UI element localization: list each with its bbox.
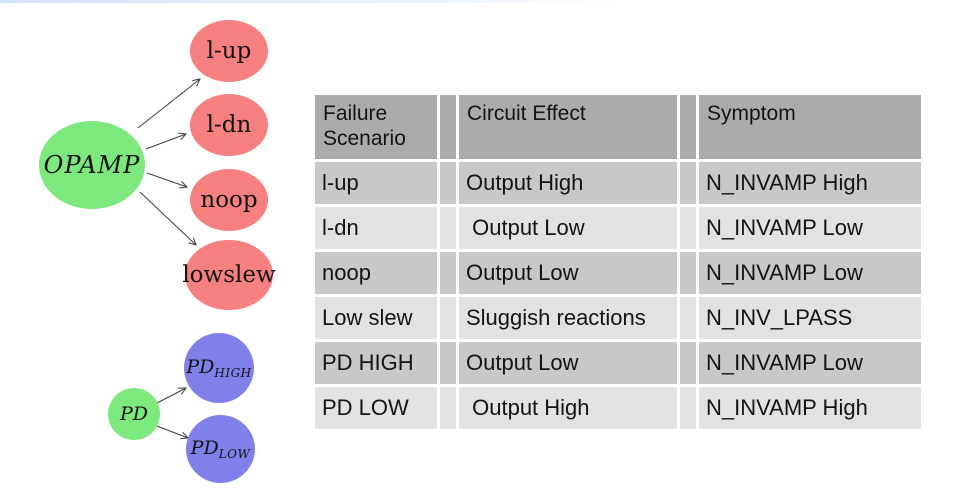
header-circuit-effect: Circuit Effect <box>459 95 677 159</box>
symptom-cell: N_INVAMP High <box>699 162 921 204</box>
spacer-cell <box>440 252 456 294</box>
arrow-pd-to-pd-low <box>156 425 190 440</box>
spacer-cell <box>440 207 456 249</box>
spacer-cell <box>440 387 456 429</box>
circuit-effect-cell: Output Low <box>459 207 677 249</box>
pd-high-label: PDHIGH <box>186 355 252 380</box>
spacer-cell <box>680 342 696 384</box>
failure-node-label: l-dn <box>206 111 252 138</box>
header-symptom: Symptom <box>699 95 921 159</box>
spacer-cell <box>440 297 456 339</box>
spacer-cell <box>680 95 696 159</box>
arrow-opamp-to-l-dn <box>145 132 188 150</box>
pd-high-node: PDHIGH <box>184 333 254 403</box>
table-row: PD HIGH Output Low N_INVAMP Low <box>315 342 921 384</box>
arrow-pd-to-pd-high <box>156 387 187 404</box>
pd-low-label-base: PD <box>190 436 219 459</box>
failure-node-lowslew: lowslew <box>182 240 276 310</box>
spacer-cell <box>440 342 456 384</box>
opamp-root-label: OPAMP <box>43 151 141 179</box>
symptom-cell: N_INVAMP Low <box>699 342 921 384</box>
failure-node-label: l-up <box>206 37 252 64</box>
spacer-cell <box>440 95 456 159</box>
spacer-cell <box>680 252 696 294</box>
failure-scenario-cell: l-dn <box>315 207 437 249</box>
pd-low-label: PDLOW <box>190 436 251 461</box>
circuit-effect-cell: Output High <box>459 162 677 204</box>
arrow-opamp-to-noop <box>146 172 189 189</box>
pd-high-label-base: PD <box>186 355 215 378</box>
failure-scenario-cell: noop <box>315 252 437 294</box>
failure-scenario-cell: l-up <box>315 162 437 204</box>
spacer-cell <box>680 207 696 249</box>
opamp-root-node: OPAMP <box>39 121 145 209</box>
symptom-cell: N_INVAMP Low <box>699 207 921 249</box>
table-row: noop Output Low N_INVAMP Low <box>315 252 921 294</box>
pd-root-node: PD <box>108 388 160 440</box>
failure-node-l-dn: l-dn <box>190 94 268 156</box>
circuit-effect-cell: Output Low <box>459 342 677 384</box>
pd-low-label-subscript: LOW <box>218 446 251 461</box>
failure-scenario-cell: PD HIGH <box>315 342 437 384</box>
failure-node-label: lowslew <box>182 261 276 288</box>
failure-node-label: noop <box>200 186 258 213</box>
table-header-row: Failure Scenario Circuit Effect Symptom <box>315 95 921 159</box>
spacer-cell <box>680 162 696 204</box>
table-row: l-dn Output Low N_INVAMP Low <box>315 207 921 249</box>
symptom-cell: N_INV_LPASS <box>699 297 921 339</box>
circuit-effect-cell: Output Low <box>459 252 677 294</box>
pd-root-label: PD <box>119 402 149 425</box>
failure-node-l-up: l-up <box>190 20 268 82</box>
spacer-cell <box>440 162 456 204</box>
table-row: Low slew Sluggish reactions N_INV_LPASS <box>315 297 921 339</box>
pd-high-label-subscript: HIGH <box>214 365 252 380</box>
symptom-cell: N_INVAMP Low <box>699 252 921 294</box>
table-row: l-up Output High N_INVAMP High <box>315 162 921 204</box>
header-failure-scenario: Failure Scenario <box>315 95 437 159</box>
circuit-effect-cell: Output High <box>459 387 677 429</box>
arrow-opamp-to-lowslew <box>139 191 197 246</box>
spacer-cell <box>680 297 696 339</box>
failure-scenario-cell: Low slew <box>315 297 437 339</box>
table-row: PD LOW Output High N_INVAMP High <box>315 387 921 429</box>
failure-scenario-table: Failure Scenario Circuit Effect Symptom … <box>312 92 924 432</box>
circuit-effect-cell: Sluggish reactions <box>459 297 677 339</box>
top-edge-rule <box>0 0 618 3</box>
failure-node-noop: noop <box>190 169 268 231</box>
pd-low-node: PDLOW <box>186 415 255 483</box>
symptom-cell: N_INVAMP High <box>699 387 921 429</box>
spacer-cell <box>680 387 696 429</box>
failure-scenario-cell: PD LOW <box>315 387 437 429</box>
